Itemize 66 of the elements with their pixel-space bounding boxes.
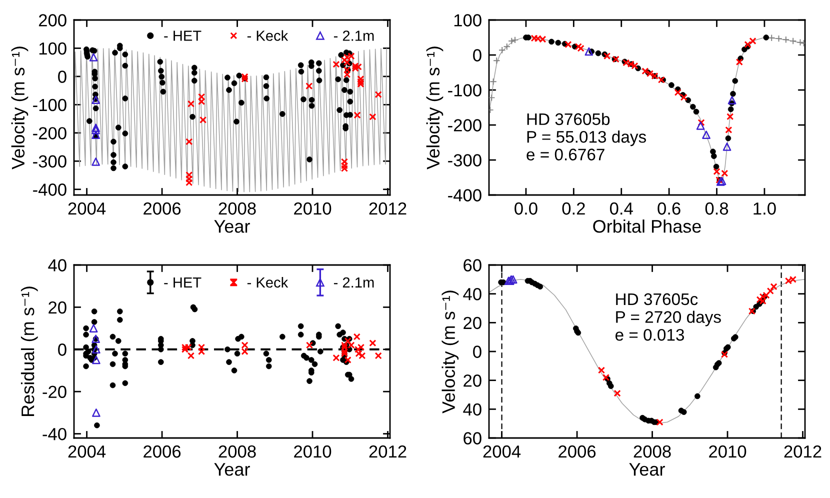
y-tick-label: 60 [464,259,482,272]
y-tick-label: -100 [33,98,66,112]
x-tick-label: 2004 [483,445,521,458]
annotation: P = 55.013 days [527,130,646,146]
y-tick-label: 20 [48,301,66,314]
x-tick-label: 0.2 [562,202,585,215]
y-tick-label: 0 [58,344,66,356]
x-tick-label: 0.0 [514,202,538,215]
y-tick-label: -300 [33,155,66,168]
x-tick-label: 2012 [369,202,406,215]
x-tick-label: 2008 [218,445,256,458]
y-tick-label: -40 [42,428,66,440]
x-tick-label: 0.8 [705,202,728,215]
y-axis-title: Residual (m s⁻¹) [20,286,38,416]
y-tick-label: -400 [448,189,482,202]
y-tick-label: 0 [473,49,482,62]
x-tick-label: 2004 [68,202,106,215]
x-axis-title: Year [629,463,665,476]
legend-label: - Keck [247,30,288,41]
x-tick-label: 2012 [784,445,822,458]
y-tick-label: -300 [448,154,482,166]
y-tick-label: 100 [454,14,482,26]
x-tick-label: 2008 [634,445,671,458]
y-tick-label: 0 [473,346,482,358]
annotation: e = 0.6767 [526,148,604,160]
x-tick-label: 2006 [144,202,181,215]
legend-label: - Keck [247,276,288,288]
annotation: HD 37605c [616,293,698,306]
y-axis-title: Velocity (m s⁻¹) [11,46,28,170]
x-tick-label: 0.6 [658,202,680,215]
x-tick-label: 1.0 [754,202,776,215]
y-tick-label: 20 [464,374,482,387]
y-axis-title: Velocity (m s⁻¹) [442,290,459,414]
y-tick-label: -100 [448,84,482,96]
y-tick-label: -200 [448,119,482,132]
y-tick-label: 40 [48,259,66,272]
x-tick-label: 2012 [369,445,406,458]
legend-label: - HET [164,30,202,41]
y-tick-label: 40 [463,288,482,300]
x-axis-title: Orbital Phase [593,220,701,233]
x-tick-label: 2010 [709,445,746,458]
annotation: HD 37605b [527,112,610,126]
annotation: e = 0.013 [615,328,684,341]
x-tick-label: 2010 [294,202,332,215]
x-tick-label: 2010 [294,445,332,458]
y-tick-label: 20 [464,316,482,330]
x-tick-label: 2004 [68,445,106,458]
y-tick-label: 0 [58,70,66,83]
y-tick-label: 200 [38,14,66,26]
y-tick-label: -400 [33,184,66,196]
y-tick-label: 100 [39,42,66,55]
x-tick-label: 0.4 [610,202,633,215]
legend-label: - 2.1m [334,30,374,41]
x-tick-label: 2006 [558,445,596,458]
y-tick-label: 40 [463,403,482,416]
x-tick-label: 2008 [218,202,256,215]
y-tick-label: -200 [33,127,66,140]
y-axis-title: Velocity (m s⁻¹) [426,46,444,170]
x-tick-label: 2006 [144,445,181,458]
x-axis-title: Year [214,463,250,476]
legend-label: - HET [164,277,202,288]
x-axis-title: Year [214,220,250,233]
annotation: P = 2720 days [616,310,721,326]
y-tick-label: 60 [464,432,482,444]
legend-label: - 2.1m [334,277,374,288]
y-tick-label: -20 [42,386,66,398]
